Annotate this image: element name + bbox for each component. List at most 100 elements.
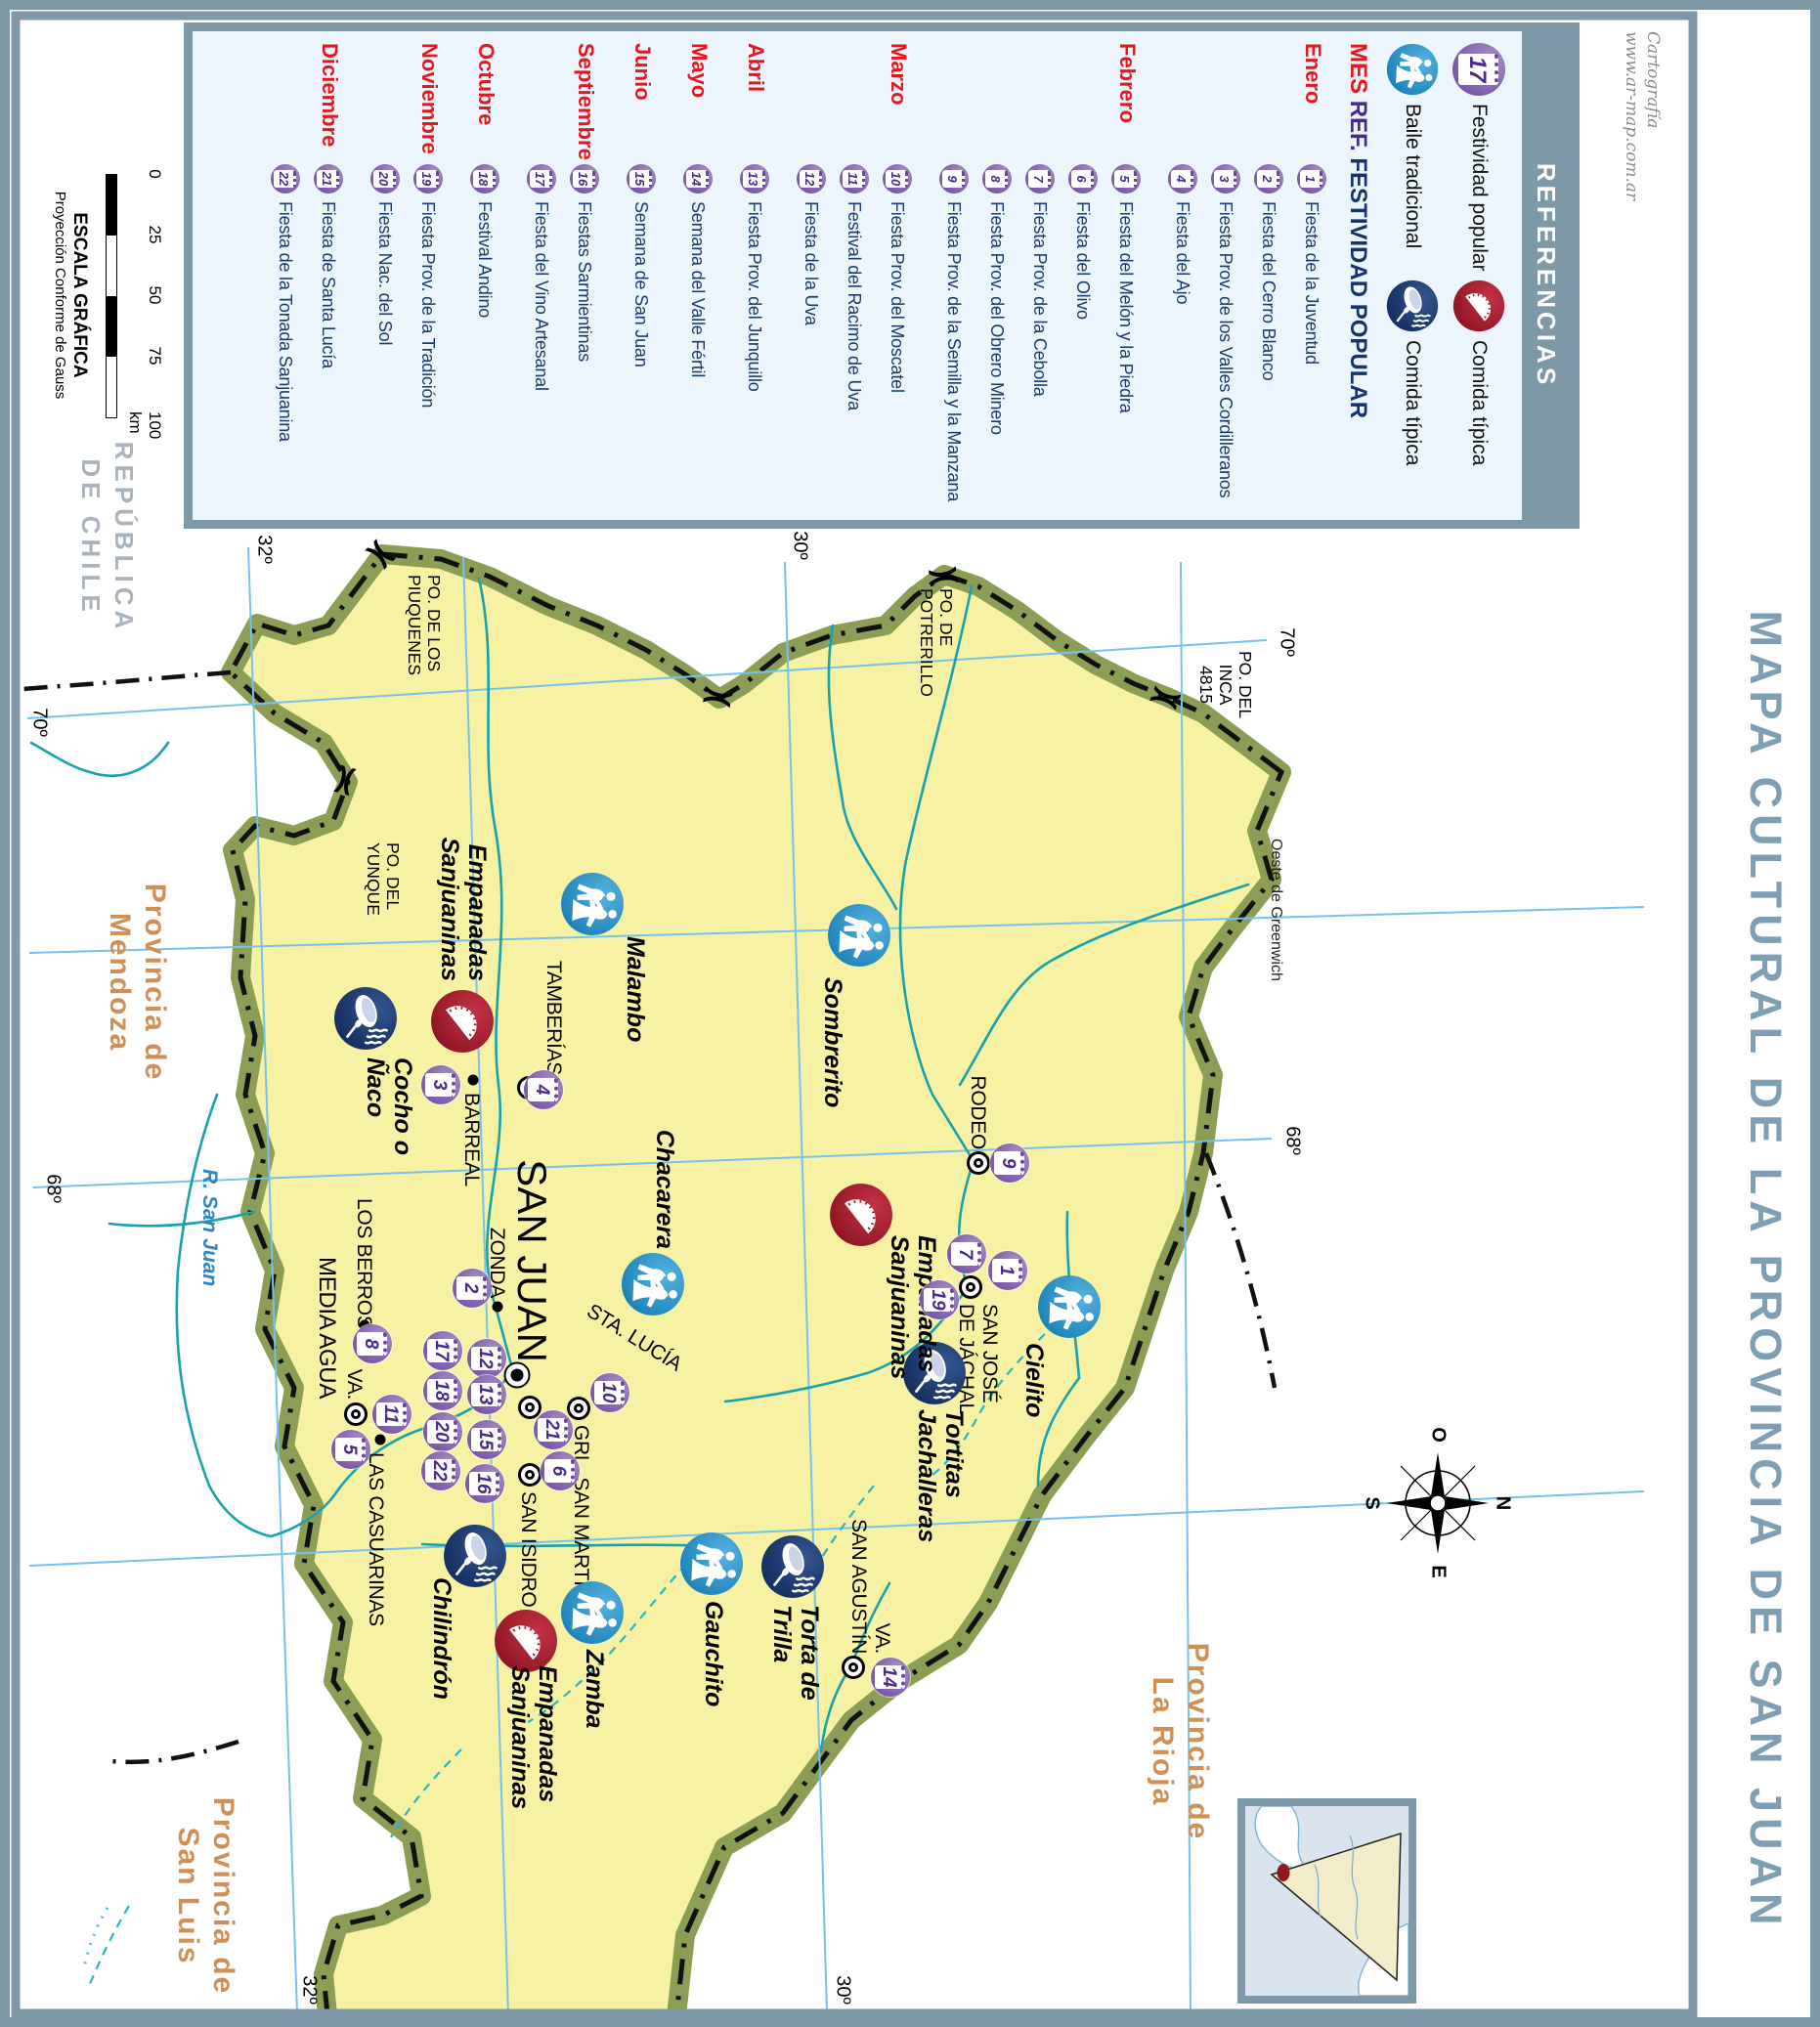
festividad-marker: 1 (988, 1251, 1027, 1290)
festividad-marker: 9 (990, 1143, 1029, 1183)
festividad-marker: 15 (467, 1420, 506, 1459)
culture-label-cielito: Cielito (1020, 1343, 1048, 1418)
dish-icon (1386, 280, 1439, 332)
festividad-marker: 13 (467, 1375, 506, 1414)
month-group-diciembre: Diciembre 21 Fiesta de Santa Lucía 22 Fies… (257, 31, 357, 520)
comida-tipica-icon (333, 986, 398, 1051)
capital-label: SAN JUAN (509, 1159, 555, 1362)
town-barreal (467, 1074, 479, 1086)
legend-symbol-label: Comida típica (1402, 340, 1424, 466)
festividad-marker: 7 (947, 1234, 986, 1273)
credit-line2: www.ar-map.com.ar (1622, 31, 1641, 201)
town-san-isidro (518, 1463, 542, 1487)
culture-label-malambo: Malambo (622, 936, 649, 1043)
festivity-item: 8 Fiesta Prov. del Obrero Minero (975, 164, 1018, 514)
lon68-label-bottom: 68º (42, 1174, 65, 1203)
baile-tradicional-icon (621, 1252, 685, 1316)
compass-icon (1387, 1452, 1489, 1554)
festividad-marker: 14 (871, 1658, 910, 1697)
festivity-item: 16 Fiestas Sarmientinas (563, 164, 606, 514)
chile-label: REPÚBLICA DE CHILE (76, 441, 139, 634)
comida-tipica-icon (494, 1609, 558, 1673)
town-label: TAMBERÍAS (542, 960, 565, 1075)
town-label: VA. (343, 1368, 366, 1400)
festividad-marker: 19 (920, 1280, 959, 1319)
culture-label-cocho: Cocho o Ñaco (362, 1057, 416, 1155)
town-label: LAS CASUARINAS (365, 1452, 387, 1626)
empanada-icon (1452, 280, 1505, 332)
culture-label-gauchito: Gauchito (700, 1601, 727, 1707)
festivity-item: 13 Fiesta Prov. del Junquillo (733, 164, 776, 514)
festividad-marker: 18 (423, 1371, 462, 1410)
festivity-item: 17 Fiesta del Vino Artesanal (520, 164, 563, 514)
festividad-marker: 21 (534, 1410, 573, 1449)
greenwich-label: Oeste de Greenwich (1268, 839, 1284, 981)
month-group-abril: Abril 13 Fiesta Prov. del Junquillo (726, 31, 783, 520)
culture-label-chacarera: Chacarera (651, 1129, 678, 1249)
pass-inca-label: PO. DEL INCA 4815 (1196, 651, 1255, 719)
legend-symbol-comida-red: Comida típica (1448, 280, 1510, 510)
larioja-label: Provincia de La Rioja (1147, 1642, 1214, 1841)
festividad-marker: 12 (467, 1339, 506, 1378)
province-border-dashdot (227, 551, 1285, 2013)
lat30-label-right: 30º (832, 1975, 854, 2005)
festividad-marker: 8 (353, 1324, 392, 1363)
baile-tradicional-icon (827, 903, 891, 968)
capital-san-juan (503, 1361, 531, 1389)
festivity-item: 14 Semana del Valle Fértil (676, 164, 719, 514)
town-san-jose-de-jachal (959, 1275, 982, 1299)
comida-tipica-icon (829, 1183, 893, 1247)
town-label: MEDIA AGUA (314, 1257, 340, 1400)
sanluis-label: Provincia de San Luis (172, 1796, 239, 1996)
town-grl-san-martin (567, 1397, 590, 1420)
festivity-item: 2 Fiesta del Cerro Blanco (1247, 164, 1290, 514)
month-group-septiembre: Septiembre 16 Fiestas Sarmientinas 17 Fies… (513, 31, 613, 520)
festividad-marker: 10 (590, 1373, 629, 1412)
legend-symbol-label: Festividad popular (1468, 104, 1491, 272)
town-label: GRL. SAN MARTÍN (570, 1425, 592, 1601)
dancers-icon (1386, 43, 1439, 96)
legend-symbols: 17 Festividad popular Comida típica Bail… (1377, 31, 1522, 520)
baile-tradicional-icon (560, 1580, 625, 1645)
town-label: BARREAL (460, 1093, 483, 1186)
lat32-label-left: 32º (253, 535, 276, 564)
page-title: MAPA CULTURAL DE LA PROVINCIA DE SAN JUA… (1741, 610, 1791, 1931)
compass-e: E (1427, 1565, 1450, 1578)
culture-label-chilindron: Chilindrón (428, 1577, 455, 1700)
festivity-item: 11 Festival del Racimo de Uva (833, 164, 876, 514)
pass-yunque-label: PO. DEL YUNQUE (364, 842, 403, 916)
map-frame (11, 11, 1698, 2018)
river-san-juan-label: R. San Juan (198, 1169, 221, 1287)
lon68-label-top: 68º (1281, 1126, 1304, 1155)
inset-map (1237, 1798, 1416, 2004)
month-group-mayo: Mayo 14 Semana del Valle Fértil (670, 31, 726, 520)
comida-tipica-icon (430, 989, 495, 1054)
month-group-marzo: Marzo 10 Fiesta Prov. del Moscatel 11 Fest… (783, 31, 926, 520)
festividad-marker: 2 (453, 1269, 492, 1308)
festivity-item: 20 Fiesta Nac. del Sol (364, 164, 407, 514)
festividad-marker: 16 (465, 1464, 504, 1503)
festivity-item: 15 Semana de San Juan (620, 164, 663, 514)
baile-tradicional-icon (560, 872, 625, 936)
festivity-item: 7 Fiesta Prov. de la Cebolla (1018, 164, 1062, 514)
credit-line1: Cartografía (1643, 31, 1663, 129)
compass-n: N (1492, 1495, 1514, 1511)
mendoza-label: Provincia de Mendoza (104, 883, 171, 1082)
festivity-item: 19 Fiesta Prov. de la Tradición (407, 164, 450, 514)
festivity-item: 6 Fiesta del Olivo (1062, 164, 1105, 514)
inset-argentina (1245, 1806, 1408, 1996)
lagoon-dots (82, 1907, 109, 1969)
border-extension-se (110, 1739, 239, 1765)
month-group-noviembre: Noviembre 19 Fiesta Prov. de la Tradición… (357, 31, 456, 520)
festivity-item: 1 Fiesta de la Juventud (1290, 164, 1333, 514)
culture-label-tortitas: Tortitas Jachalleras (913, 1409, 968, 1543)
lon70-label-top: 70º (1276, 627, 1298, 657)
cartography-credit: Cartografía www.ar-map.com.ar (1621, 31, 1664, 200)
festividad-marker: 20 (423, 1412, 462, 1451)
month-group-junio: Junio 15 Semana de San Juan (613, 31, 670, 520)
compass-o: O (1427, 1427, 1450, 1443)
